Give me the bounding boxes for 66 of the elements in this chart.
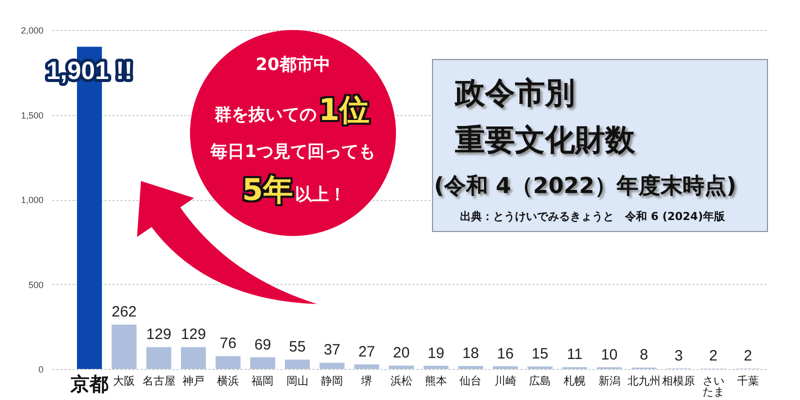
bar xyxy=(388,366,414,369)
data-label: 55 xyxy=(289,338,306,356)
data-label: 76 xyxy=(220,335,236,352)
bar xyxy=(284,360,310,369)
x-tick-label: 福岡 xyxy=(252,374,274,388)
data-label: 8 xyxy=(640,346,648,364)
text: (令和 4（2022）年度末時点) xyxy=(434,173,736,201)
bar xyxy=(424,366,448,369)
x-tick-label: さいたま xyxy=(702,376,724,398)
bar xyxy=(180,347,206,369)
y-tick-label: 1,000 xyxy=(20,195,44,205)
x-tick-label: 仙台 xyxy=(460,374,482,388)
y-tick-label: 0 xyxy=(38,364,44,374)
x-tick-label: 神戸 xyxy=(182,374,204,388)
bar xyxy=(146,347,172,369)
bar xyxy=(112,324,137,369)
y-tick-label: 1,500 xyxy=(20,110,44,120)
bar xyxy=(354,364,380,369)
data-label: 69 xyxy=(254,336,272,354)
data-label: 10 xyxy=(600,346,618,364)
data-label: 2 xyxy=(709,348,718,365)
data-label: 129 xyxy=(146,326,172,344)
data-label: 37 xyxy=(324,342,340,359)
x-tick-label: 相模原 xyxy=(662,374,696,388)
data-label: 20 xyxy=(393,344,410,362)
data-label: 15 xyxy=(532,345,548,362)
x-tick-label: 静岡 xyxy=(321,376,344,388)
data-label: 19 xyxy=(428,344,444,362)
data-label: 11 xyxy=(566,346,582,364)
bar xyxy=(492,366,518,369)
annotation: 1位 xyxy=(318,93,370,129)
x-tick-label: 川崎 xyxy=(494,374,516,388)
data-label: 18 xyxy=(462,344,480,362)
data-label: 262 xyxy=(112,304,137,321)
x-tick-label: 北九州 xyxy=(627,374,660,388)
x-tick-label: 熊本 xyxy=(425,374,448,388)
bar xyxy=(250,357,276,369)
y-tick-label: 2,000 xyxy=(20,26,44,36)
data-label: 2 xyxy=(744,348,752,365)
annotation: 20都市中 xyxy=(256,54,330,77)
x-tick-label: 広島 xyxy=(528,374,551,388)
bar xyxy=(320,362,345,369)
x-tick-label: 岡山 xyxy=(286,374,308,388)
x-tick-label: 新潟 xyxy=(598,374,620,388)
data-label: 129 xyxy=(180,326,206,344)
annotation: 以上！ xyxy=(294,184,346,207)
data-label: 16 xyxy=(496,345,514,362)
annotation: 毎日1つ見て回っても xyxy=(210,141,376,164)
data-label: 3 xyxy=(674,347,683,364)
annotation: 出典：とうけいでみるきょうと 令和 6 (2024)年版 xyxy=(460,209,725,225)
x-tick-label: 名古屋 xyxy=(142,374,176,388)
x-tick-label: 横浜 xyxy=(217,374,240,388)
x-tick-label: 千葉 xyxy=(736,374,759,388)
x-tick-label: 浜松 xyxy=(390,374,412,388)
bar xyxy=(216,356,241,369)
x-tick-label: 大阪 xyxy=(113,374,136,388)
annotation: 5年 xyxy=(242,173,293,209)
x-tick-label: 堺 xyxy=(360,376,372,388)
y-tick-label: 500 xyxy=(28,280,44,290)
x-tick-label: 京都 xyxy=(69,374,108,396)
x-tick-label: 札幌 xyxy=(564,374,586,388)
annotation: 群を抜いての xyxy=(214,104,317,127)
text: 政令市別重要文化財数 xyxy=(455,75,635,160)
data-label: 27 xyxy=(358,343,376,360)
bar xyxy=(458,366,484,369)
bar xyxy=(528,366,552,369)
